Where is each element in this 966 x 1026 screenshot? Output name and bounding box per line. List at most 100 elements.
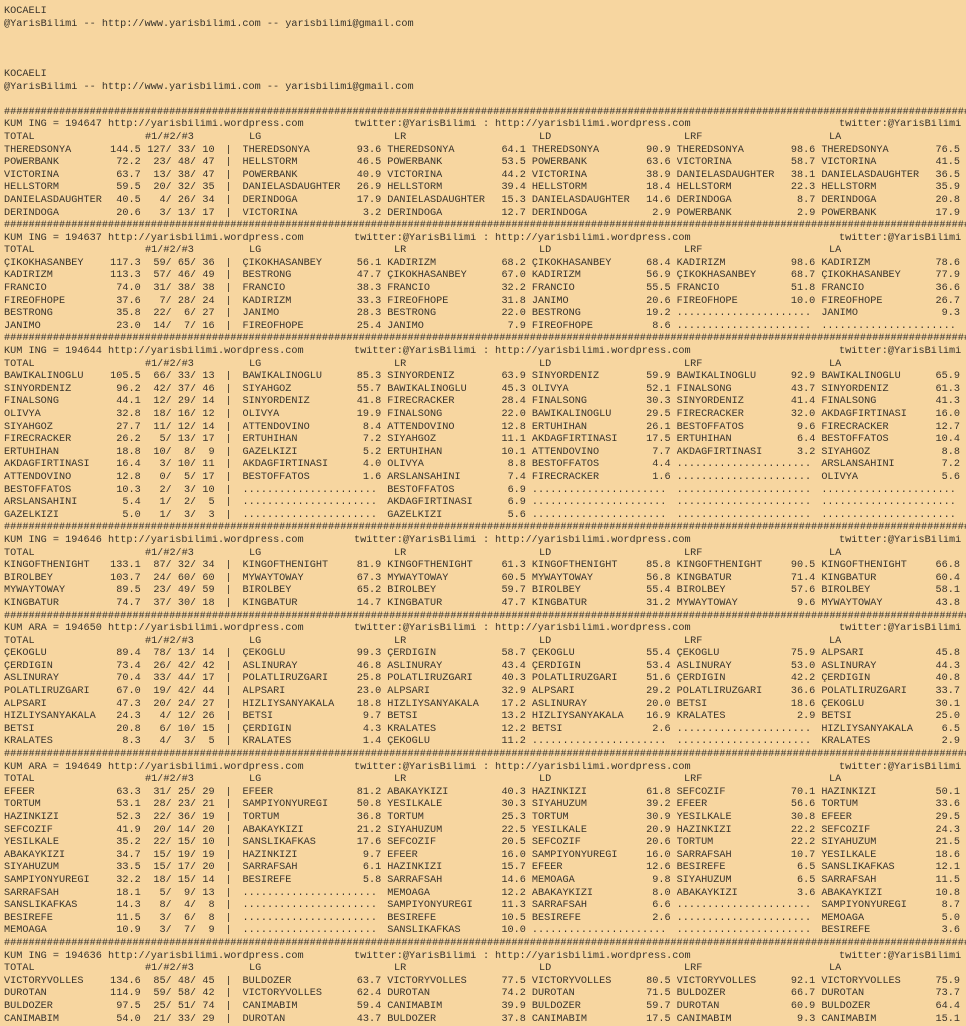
group-score: 32.0 [791,409,821,422]
horse-name: FIREOFHOPE [4,296,116,309]
group-score: 12.1 [936,862,966,875]
column-divider: | [215,182,243,195]
column-header-group: LRF [684,963,702,976]
group-horse-name: KADIRIZM [821,258,935,271]
group-horse-name: THEREDSONYA [387,145,501,158]
group-score: 53.5 [501,157,531,170]
group-score: 1.4 [363,736,387,749]
place-counts: 2/ 3/ 10 [141,485,215,498]
group-horse-name: ÇEKOGLU [387,736,501,749]
group-score: 9.6 [797,422,821,435]
missing-entry-dots: ...................... [532,497,677,510]
group-horse-name: BETSI [677,699,791,712]
group-horse-name: SINYORDENIZ [821,384,935,397]
spacer [0,31,966,44]
horse-name: ERTUHIHAN [4,447,116,460]
group-score: 12.7 [936,422,966,435]
column-header-counts: #1/#2/#3 [145,359,194,372]
group-score: 17.5 [646,1014,676,1026]
group-score: 20.5 [501,837,531,850]
group-horse-name: HELLSTORM [243,157,357,170]
group-score: 68.7 [791,270,821,283]
group-horse-name: SINYORDENIZ [387,371,501,384]
group-horse-name: TORTUM [532,812,646,825]
group-horse-name: MEMOAGA [821,913,941,926]
group-score: 30.1 [936,699,966,712]
total-score: 44.1 [116,396,140,409]
place-counts: 24/ 60/ 60 [141,573,215,586]
total-score: 59.5 [116,182,140,195]
group-score: 62.4 [357,988,387,1001]
spacer [0,94,966,107]
place-counts: 3/ 6/ 8 [141,913,215,926]
group-horse-name: KADIRIZM [387,258,501,271]
missing-entry-dots: ...................... [532,736,677,749]
horse-name: EFEER [4,787,116,800]
column-header-group: LA [829,963,841,976]
horse-name: SEFCOZIF [4,825,116,838]
place-counts: 22/ 6/ 27 [141,308,215,321]
horse-name: ÇEKOGLU [4,648,116,661]
group-score: 30.9 [646,812,676,825]
place-counts: 1/ 2/ 5 [141,497,215,510]
colon-separator: : [483,346,489,359]
group-score: 12.7 [501,208,531,221]
group-score: 52.1 [646,384,676,397]
column-divider: | [215,598,243,611]
group-horse-name: SARRAFSAH [387,875,501,888]
group-score: 50.1 [936,787,966,800]
group-cell-lrf: ...................... [677,900,822,913]
horse-name: FIRECRACKER [4,434,116,447]
missing-entry-dots: ...................... [243,888,388,901]
group-score: 30.3 [501,799,531,812]
column-divider: | [215,913,243,926]
column-header-counts: #1/#2/#3 [145,774,194,787]
group-cell-ld: ...................... [532,485,677,498]
horse-name: FINALSONG [4,396,116,409]
group-score: 60.5 [501,573,531,586]
horse-name: ALPSARI [4,699,116,712]
missing-entry-dots: ...................... [821,510,966,523]
group-score: 58.7 [501,648,531,661]
column-divider: | [215,308,243,321]
place-counts: 20/ 14/ 20 [141,825,215,838]
group-horse-name: ABAKAYKIZI [677,888,797,901]
group-score: 36.6 [791,686,821,699]
group-score: 40.8 [936,673,966,686]
group-score: 51.8 [791,283,821,296]
group-cell-lg: ...................... [243,485,388,498]
group-score: 25.3 [501,812,531,825]
group-horse-name: YESILKALE [821,850,935,863]
